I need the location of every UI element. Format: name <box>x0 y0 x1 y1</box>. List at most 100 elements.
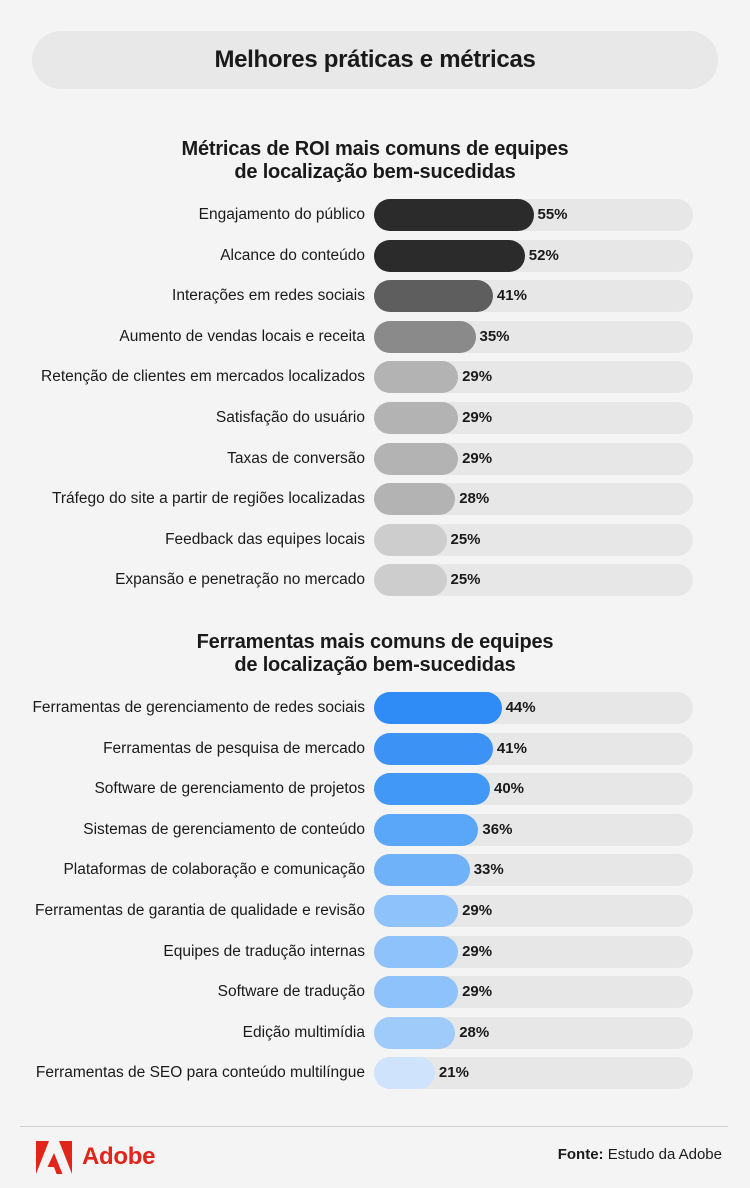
roi-bar-row: Retenção de clientes em mercados localiz… <box>0 361 750 394</box>
tools-bar <box>374 895 459 927</box>
roi-bar-row: Engajamento do público 55% <box>0 199 750 231</box>
roi-category-label: Aumento de vendas locais e receita <box>119 327 365 345</box>
tools-category-label: Software de gerenciamento de projetos <box>94 780 365 798</box>
roi-value-label: 41% <box>496 287 527 305</box>
tools-category-label: Equipes de tradução internas <box>163 942 365 960</box>
source-text: Estudo da Adobe <box>603 1146 722 1163</box>
roi-bar <box>374 280 493 313</box>
tools-bar-track <box>374 773 693 806</box>
tools-chart-title-line-1: Ferramentas mais comuns de equipes <box>196 631 554 653</box>
roi-bar-track <box>374 483 693 516</box>
footer-divider <box>20 1126 728 1127</box>
tools-value-label: 40% <box>494 780 525 798</box>
roi-value-label: 52% <box>528 246 559 264</box>
roi-bar <box>374 239 525 272</box>
roi-category-label: Taxas de conversão <box>227 449 365 467</box>
tools-bar-row: Equipes de tradução internas 29% <box>0 935 750 968</box>
roi-bar <box>374 523 447 556</box>
roi-bar-row: Tráfego do site a partir de regiões loca… <box>0 483 750 516</box>
roi-value-label: 35% <box>479 327 510 345</box>
adobe-logo: Adobe <box>36 1140 155 1174</box>
tools-bar-track <box>374 692 693 724</box>
adobe-brand-text: Adobe <box>82 1143 156 1170</box>
roi-bar <box>374 564 447 597</box>
roi-bar-track <box>374 280 693 313</box>
roi-bar <box>374 483 456 516</box>
roi-chart-title-line-2: de localização bem-sucedidas <box>234 161 516 183</box>
roi-value-label: 25% <box>450 530 481 548</box>
roi-bar-track <box>374 361 693 394</box>
roi-bar-track <box>374 442 693 475</box>
tools-bar-row: Sistemas de gerenciamento de conteúdo 36% <box>0 813 750 846</box>
roi-bar-track <box>374 564 693 597</box>
roi-bar-track <box>374 523 693 556</box>
tools-bar <box>374 732 493 765</box>
tools-bar-row: Ferramentas de gerenciamento de redes so… <box>0 692 750 724</box>
tools-category-label: Ferramentas de pesquisa de mercado <box>103 739 365 757</box>
roi-bar <box>374 320 476 353</box>
tools-bar-row: Plataformas de colaboração e comunicação… <box>0 854 750 887</box>
roi-bar-track <box>374 239 693 272</box>
page-title-pill: Melhores práticas e métricas <box>32 31 718 89</box>
roi-category-label: Engajamento do público <box>198 206 365 223</box>
roi-bar-track <box>374 320 693 353</box>
roi-category-label: Interações em redes sociais <box>172 287 365 305</box>
adobe-logo-icon <box>36 1140 72 1174</box>
roi-bar-track <box>374 402 693 434</box>
roi-bar <box>374 361 459 394</box>
tools-bar-track <box>374 976 693 1009</box>
tools-value-label: 29% <box>462 983 493 1001</box>
roi-bar <box>374 402 459 434</box>
tools-category-label: Plataformas de colaboração e comunicação <box>63 861 365 879</box>
roi-category-label: Alcance do conteúdo <box>220 246 365 264</box>
tools-bar-row: Edição multimídia 28% <box>0 1016 750 1049</box>
roi-bar-row: Aumento de vendas locais e receita 35% <box>0 320 750 353</box>
roi-value-label: 29% <box>462 368 493 386</box>
tools-chart-title: Ferramentas mais comuns de equipes de lo… <box>0 631 750 677</box>
roi-bar <box>374 199 534 231</box>
roi-bar-row: Interações em redes sociais 41% <box>0 280 750 313</box>
roi-bar-row: Satisfação do usuário 29% <box>0 402 750 434</box>
tools-bar <box>374 692 502 724</box>
roi-value-label: 29% <box>462 449 493 467</box>
tools-category-label: Ferramentas de garantia de qualidade e r… <box>34 902 365 919</box>
tools-bar <box>374 854 470 887</box>
source-note: Fonte: Estudo da Adobe <box>558 1146 722 1163</box>
tools-value-label: 41% <box>496 739 527 757</box>
tools-bar-track <box>374 1057 693 1090</box>
tools-bar-row: Software de tradução 29% <box>0 976 750 1009</box>
roi-bar-row: Alcance do conteúdo 52% <box>0 239 750 272</box>
tools-bar-row: Ferramentas de pesquisa de mercado 41% <box>0 732 750 765</box>
roi-category-label: Feedback das equipes locais <box>165 530 365 548</box>
tools-bar-track <box>374 1016 693 1049</box>
tools-category-label: Software de tradução <box>217 983 365 1001</box>
tools-bar-row: Ferramentas de SEO para conteúdo multilí… <box>0 1057 750 1090</box>
roi-value-label: 25% <box>450 571 481 589</box>
roi-category-label: Satisfação do usuário <box>215 409 365 426</box>
source-label: Fonte: <box>557 1146 604 1163</box>
roi-bar <box>374 442 459 475</box>
roi-value-label: 28% <box>459 490 490 508</box>
roi-category-label: Tráfego do site a partir de regiões loca… <box>51 490 365 508</box>
tools-bar-track <box>374 813 693 846</box>
tools-category-label: Ferramentas de gerenciamento de redes so… <box>32 699 365 716</box>
tools-bar <box>374 813 479 846</box>
tools-bar-track <box>374 895 693 927</box>
roi-bar-track <box>374 199 693 231</box>
tools-value-label: 21% <box>438 1064 469 1082</box>
tools-bar-row: Ferramentas de garantia de qualidade e r… <box>0 895 750 927</box>
roi-chart-title: Métricas de ROI mais comuns de equipes d… <box>0 138 750 184</box>
tools-bar-track <box>374 732 693 765</box>
tools-bar <box>374 976 459 1009</box>
tools-value-label: 44% <box>505 699 536 716</box>
tools-bar-track <box>374 935 693 968</box>
roi-value-label: 55% <box>537 206 568 223</box>
roi-chart-title-line-1: Métricas de ROI mais comuns de equipes <box>181 138 569 160</box>
tools-bar <box>374 1016 456 1049</box>
roi-value-label: 29% <box>462 409 493 426</box>
tools-bar <box>374 773 490 806</box>
tools-category-label: Sistemas de gerenciamento de conteúdo <box>83 820 365 838</box>
roi-bar-row: Expansão e penetração no mercado 25% <box>0 564 750 597</box>
tools-value-label: 29% <box>462 902 493 919</box>
tools-bar <box>374 935 459 968</box>
